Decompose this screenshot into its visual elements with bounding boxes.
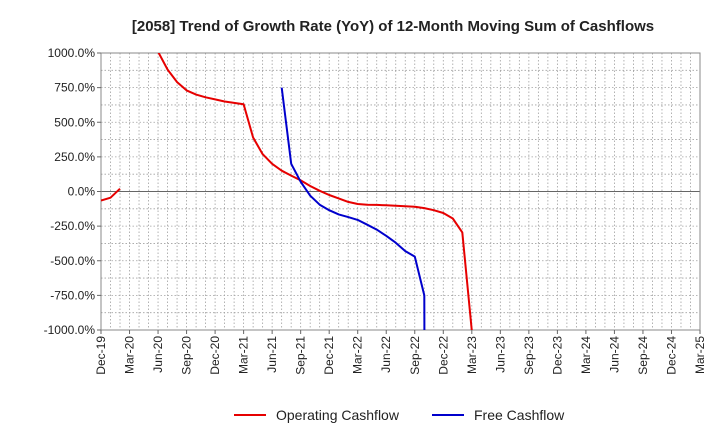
x-tick-label: Jun-20 — [151, 336, 165, 373]
series-line-free-cashflow — [280, 87, 426, 330]
axes: 1000.0% 750.0% 500.0% 250.0% 0.0% -250.0% -500… — [44, 46, 707, 375]
x-tick-label: Sep-24 — [636, 336, 650, 375]
legend: Operating Cashflow Free Cashflow — [234, 407, 565, 423]
y-tick-label: -250.0% — [50, 219, 95, 233]
chart-title: [2058] Trend of Growth Rate (YoY) of 12-… — [132, 18, 654, 35]
x-tick-label: Mar-22 — [351, 336, 365, 374]
y-tick-label: 1000.0% — [48, 46, 96, 60]
x-tick-label: Dec-23 — [550, 336, 564, 375]
x-tick-label: Dec-22 — [436, 336, 450, 375]
legend-label: Free Cashflow — [474, 407, 565, 423]
x-tick-label: Dec-24 — [664, 336, 678, 375]
x-tick-label: Sep-20 — [180, 336, 194, 375]
y-tick-label: -500.0% — [50, 254, 95, 268]
x-tick-label: Mar-23 — [465, 336, 479, 374]
y-tick-label: 0.0% — [68, 185, 96, 199]
x-tick-label: Dec-21 — [322, 336, 336, 375]
x-tick-label: Jun-21 — [265, 336, 279, 373]
y-tick-label: 500.0% — [54, 115, 95, 129]
x-tick-label: Dec-19 — [94, 336, 108, 375]
series — [101, 53, 473, 330]
y-tick-label: -750.0% — [50, 288, 95, 302]
series-line-operating-cashflow — [101, 187, 121, 202]
x-tick-label: Mar-20 — [123, 336, 137, 374]
x-tick-label: Mar-25 — [693, 336, 707, 374]
x-tick-label: Sep-21 — [294, 336, 308, 375]
grid — [100, 52, 701, 331]
x-tick-label: Sep-23 — [522, 336, 536, 375]
x-tick-label: Jun-24 — [607, 336, 621, 373]
x-tick-label: Sep-22 — [408, 336, 422, 375]
x-tick-label: Jun-22 — [379, 336, 393, 373]
x-tick-label: Mar-24 — [579, 336, 593, 374]
y-tick-label: 250.0% — [54, 150, 95, 164]
y-tick-label: -1000.0% — [44, 323, 96, 337]
x-tick-label: Mar-21 — [237, 336, 251, 374]
series-line-operating-cashflow — [157, 53, 473, 330]
legend-label: Operating Cashflow — [276, 407, 400, 423]
y-tick-label: 750.0% — [54, 81, 95, 95]
x-tick-label: Jun-23 — [493, 336, 507, 373]
x-tick-label: Dec-20 — [208, 336, 222, 375]
